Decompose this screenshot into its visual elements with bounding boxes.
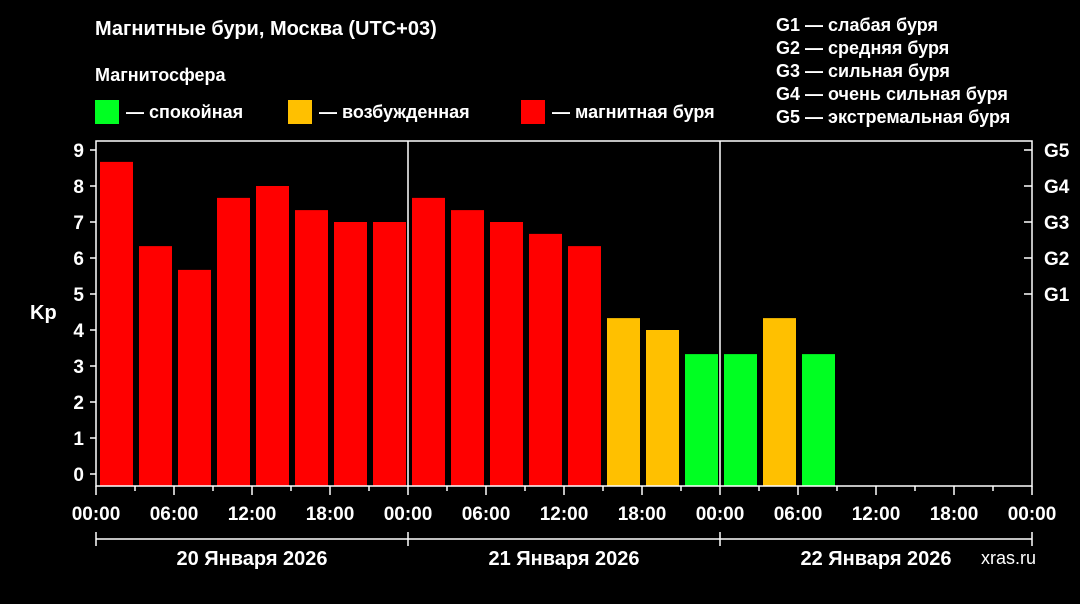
kp-bar bbox=[802, 354, 835, 486]
x-tick-label: 06:00 bbox=[150, 504, 199, 525]
kp-bar bbox=[412, 197, 445, 486]
x-tick-label: 12:00 bbox=[852, 504, 901, 525]
x-tick-label: 18:00 bbox=[930, 504, 979, 525]
day-label: 20 Января 2026 bbox=[176, 548, 327, 570]
kp-bar bbox=[334, 222, 367, 486]
chart-subtitle: Магнитосфера bbox=[95, 65, 226, 85]
g-tick-label: G3 bbox=[1044, 213, 1069, 234]
kp-bar bbox=[100, 161, 133, 486]
g-scale-item: G5 — экстремальная буря bbox=[776, 107, 1011, 127]
legend-swatch-storm bbox=[521, 100, 545, 124]
legend-item-quiet: — спокойная bbox=[95, 100, 243, 124]
x-tick-label: 18:00 bbox=[618, 504, 667, 525]
kp-bar bbox=[685, 354, 718, 486]
kp-bar bbox=[490, 222, 523, 486]
kp-bar bbox=[451, 210, 484, 486]
kp-bar bbox=[529, 233, 562, 486]
kp-bar bbox=[217, 197, 250, 486]
legend-swatch-active bbox=[288, 100, 312, 124]
g-tick-label: G4 bbox=[1044, 177, 1070, 198]
y-tick-label: 4 bbox=[73, 321, 84, 342]
y-tick-label: 9 bbox=[73, 141, 84, 162]
kp-bar bbox=[763, 318, 796, 486]
x-tick-label: 12:00 bbox=[540, 504, 589, 525]
kp-bar bbox=[373, 222, 406, 486]
chart-title: Магнитные бури, Москва (UTC+03) bbox=[95, 18, 437, 40]
legend-label-storm: — магнитная буря bbox=[552, 101, 715, 122]
y-tick-label: 5 bbox=[73, 285, 84, 306]
g-scale-item: G1 — слабая буря bbox=[776, 15, 939, 35]
kp-bar bbox=[178, 269, 211, 486]
legend-item-active: — возбужденная bbox=[288, 100, 470, 124]
y-tick-label: 3 bbox=[73, 357, 84, 378]
g-scale-item: G3 — сильная буря bbox=[776, 61, 950, 81]
x-tick-label: 06:00 bbox=[462, 504, 511, 525]
g-scale-legend: G1 — слабая буря G2 — средняя буря G3 — … bbox=[776, 14, 1010, 129]
y-axis-label: Kp bbox=[30, 302, 57, 324]
x-tick-label: 12:00 bbox=[228, 504, 277, 525]
y-tick-label: 1 bbox=[73, 429, 84, 450]
kp-bar bbox=[256, 186, 289, 486]
day-label: 21 Января 2026 bbox=[488, 548, 639, 570]
y-tick-label: 0 bbox=[73, 465, 84, 486]
kp-bar bbox=[607, 318, 640, 486]
watermark: xras.ru bbox=[981, 548, 1037, 568]
legend-label-quiet: — спокойная bbox=[126, 101, 244, 122]
level-legend: — спокойная — возбужденная — магнитная б… bbox=[0, 100, 760, 128]
g-tick-label: G5 bbox=[1044, 141, 1070, 162]
y-tick-label: 8 bbox=[73, 177, 84, 198]
x-tick-label: 06:00 bbox=[774, 504, 823, 525]
x-tick-label: 00:00 bbox=[384, 504, 433, 525]
x-tick-label: 00:00 bbox=[1008, 504, 1057, 525]
g-tick-label: G2 bbox=[1044, 249, 1069, 270]
kp-bar bbox=[724, 354, 757, 486]
kp-bar bbox=[139, 246, 172, 486]
g-tick-label: G1 bbox=[1044, 285, 1070, 306]
kp-bar bbox=[295, 210, 328, 486]
y-tick-label: 2 bbox=[73, 393, 84, 414]
legend-item-storm: — магнитная буря bbox=[521, 100, 715, 124]
x-tick-label: 18:00 bbox=[306, 504, 355, 525]
y-tick-label: 6 bbox=[73, 249, 84, 270]
x-tick-label: 00:00 bbox=[72, 504, 121, 525]
y-tick-label: 7 bbox=[73, 213, 84, 234]
day-label: 22 Января 2026 bbox=[800, 548, 951, 570]
kp-bar bbox=[646, 330, 679, 486]
g-scale-item: G2 — средняя буря bbox=[776, 38, 950, 58]
x-tick-label: 00:00 bbox=[696, 504, 745, 525]
legend-label-active: — возбужденная bbox=[319, 101, 470, 122]
g-scale-item: G4 — очень сильная буря bbox=[776, 84, 1008, 104]
kp-bar bbox=[568, 246, 601, 486]
legend-swatch-quiet bbox=[95, 100, 119, 124]
